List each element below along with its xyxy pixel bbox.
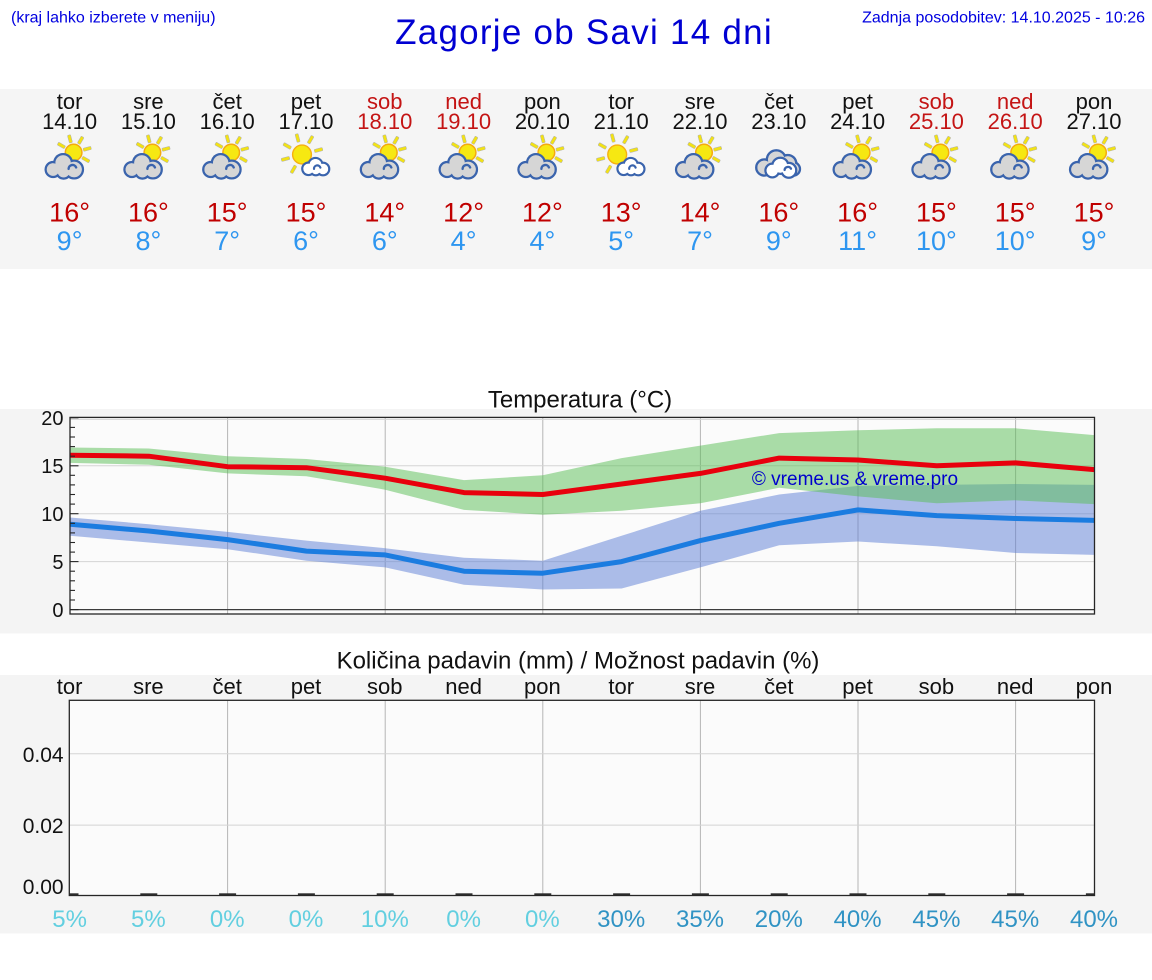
svg-text:14.10: 14.10	[42, 109, 97, 134]
svg-text:15: 15	[41, 456, 63, 478]
svg-text:4°: 4°	[529, 226, 555, 256]
svg-text:9°: 9°	[57, 226, 83, 256]
svg-text:10°: 10°	[995, 226, 1036, 256]
svg-text:čet: čet	[213, 89, 242, 114]
svg-text:20.10: 20.10	[515, 109, 570, 134]
svg-text:sob: sob	[919, 89, 954, 114]
svg-text:5: 5	[52, 552, 63, 574]
svg-text:čet: čet	[764, 89, 793, 114]
svg-text:16.10: 16.10	[200, 109, 255, 134]
svg-text:0.04: 0.04	[23, 744, 64, 767]
svg-text:5%: 5%	[52, 906, 87, 933]
svg-text:0%: 0%	[446, 906, 481, 933]
svg-text:18.10: 18.10	[357, 109, 412, 134]
svg-text:12°: 12°	[443, 197, 484, 227]
svg-text:5°: 5°	[608, 226, 634, 256]
svg-text:7°: 7°	[687, 226, 713, 256]
svg-text:22.10: 22.10	[672, 109, 727, 134]
svg-text:5%: 5%	[131, 906, 166, 933]
svg-text:ned: ned	[445, 674, 482, 699]
svg-text:ned: ned	[997, 674, 1034, 699]
svg-text:26.10: 26.10	[988, 109, 1043, 134]
svg-text:40%: 40%	[834, 906, 882, 933]
svg-text:7°: 7°	[214, 226, 240, 256]
svg-text:8°: 8°	[135, 226, 161, 256]
svg-text:© vreme.us & vreme.pro: © vreme.us & vreme.pro	[752, 469, 958, 490]
svg-text:0%: 0%	[525, 906, 560, 933]
svg-text:Zagorje ob Savi 14 dni: Zagorje ob Savi 14 dni	[395, 13, 773, 52]
svg-text:čet: čet	[764, 674, 793, 699]
svg-text:13°: 13°	[601, 197, 642, 227]
svg-text:15°: 15°	[916, 197, 957, 227]
svg-text:pet: pet	[842, 674, 873, 699]
svg-text:ned: ned	[997, 89, 1034, 114]
svg-text:pet: pet	[291, 674, 322, 699]
svg-text:11°: 11°	[838, 226, 877, 256]
svg-text:Temperatura (°C): Temperatura (°C)	[488, 387, 672, 414]
svg-text:19.10: 19.10	[436, 109, 491, 134]
svg-text:10: 10	[41, 504, 63, 526]
svg-text:16°: 16°	[758, 197, 799, 227]
svg-text:pet: pet	[291, 89, 322, 114]
svg-text:pon: pon	[524, 89, 561, 114]
svg-text:10°: 10°	[916, 226, 957, 256]
svg-text:tor: tor	[608, 674, 634, 699]
svg-text:16°: 16°	[837, 197, 878, 227]
svg-text:45%: 45%	[912, 906, 960, 933]
svg-text:sob: sob	[919, 674, 954, 699]
svg-text:sre: sre	[133, 89, 164, 114]
svg-text:40%: 40%	[1070, 906, 1118, 933]
svg-text:30%: 30%	[597, 906, 645, 933]
svg-text:pet: pet	[842, 89, 873, 114]
svg-text:čet: čet	[213, 674, 242, 699]
svg-text:pon: pon	[1076, 89, 1113, 114]
svg-text:0%: 0%	[289, 906, 324, 933]
svg-text:10%: 10%	[361, 906, 409, 933]
svg-text:21.10: 21.10	[594, 109, 649, 134]
svg-text:16°: 16°	[128, 197, 169, 227]
svg-text:27.10: 27.10	[1066, 109, 1121, 134]
svg-text:pon: pon	[1076, 674, 1113, 699]
svg-text:0: 0	[52, 600, 63, 622]
svg-text:23.10: 23.10	[751, 109, 806, 134]
svg-text:sre: sre	[685, 89, 716, 114]
svg-text:9°: 9°	[766, 226, 792, 256]
svg-text:20%: 20%	[755, 906, 803, 933]
svg-text:(kraj lahko izberete v meniju): (kraj lahko izberete v meniju)	[11, 9, 216, 26]
svg-text:Količina padavin (mm) / Možnos: Količina padavin (mm) / Možnost padavin …	[337, 648, 820, 675]
svg-text:15.10: 15.10	[121, 109, 176, 134]
svg-text:6°: 6°	[293, 226, 319, 256]
svg-text:15°: 15°	[1074, 197, 1115, 227]
svg-text:20: 20	[41, 408, 63, 430]
svg-text:tor: tor	[57, 674, 83, 699]
svg-text:ned: ned	[445, 89, 482, 114]
svg-text:pon: pon	[524, 674, 561, 699]
svg-text:15°: 15°	[286, 197, 327, 227]
svg-text:sre: sre	[685, 674, 716, 699]
svg-text:14°: 14°	[364, 197, 405, 227]
svg-text:24.10: 24.10	[830, 109, 885, 134]
svg-text:0.00: 0.00	[23, 876, 64, 899]
svg-text:35%: 35%	[676, 906, 724, 933]
svg-text:Zadnja posodobitev: 14.10.2025: Zadnja posodobitev: 14.10.2025 - 10:26	[862, 9, 1145, 26]
svg-text:tor: tor	[57, 89, 83, 114]
svg-text:sre: sre	[133, 674, 164, 699]
svg-text:15°: 15°	[995, 197, 1036, 227]
svg-text:12°: 12°	[522, 197, 563, 227]
svg-text:9°: 9°	[1081, 226, 1107, 256]
svg-text:14°: 14°	[680, 197, 721, 227]
svg-text:4°: 4°	[451, 226, 477, 256]
svg-text:15°: 15°	[207, 197, 248, 227]
svg-text:17.10: 17.10	[278, 109, 333, 134]
svg-text:0%: 0%	[210, 906, 245, 933]
svg-text:6°: 6°	[372, 226, 398, 256]
svg-text:sob: sob	[367, 89, 402, 114]
svg-text:45%: 45%	[991, 906, 1039, 933]
svg-text:0.02: 0.02	[23, 815, 64, 838]
svg-text:tor: tor	[608, 89, 634, 114]
svg-text:sob: sob	[367, 674, 402, 699]
svg-text:16°: 16°	[49, 197, 90, 227]
svg-text:25.10: 25.10	[909, 109, 964, 134]
